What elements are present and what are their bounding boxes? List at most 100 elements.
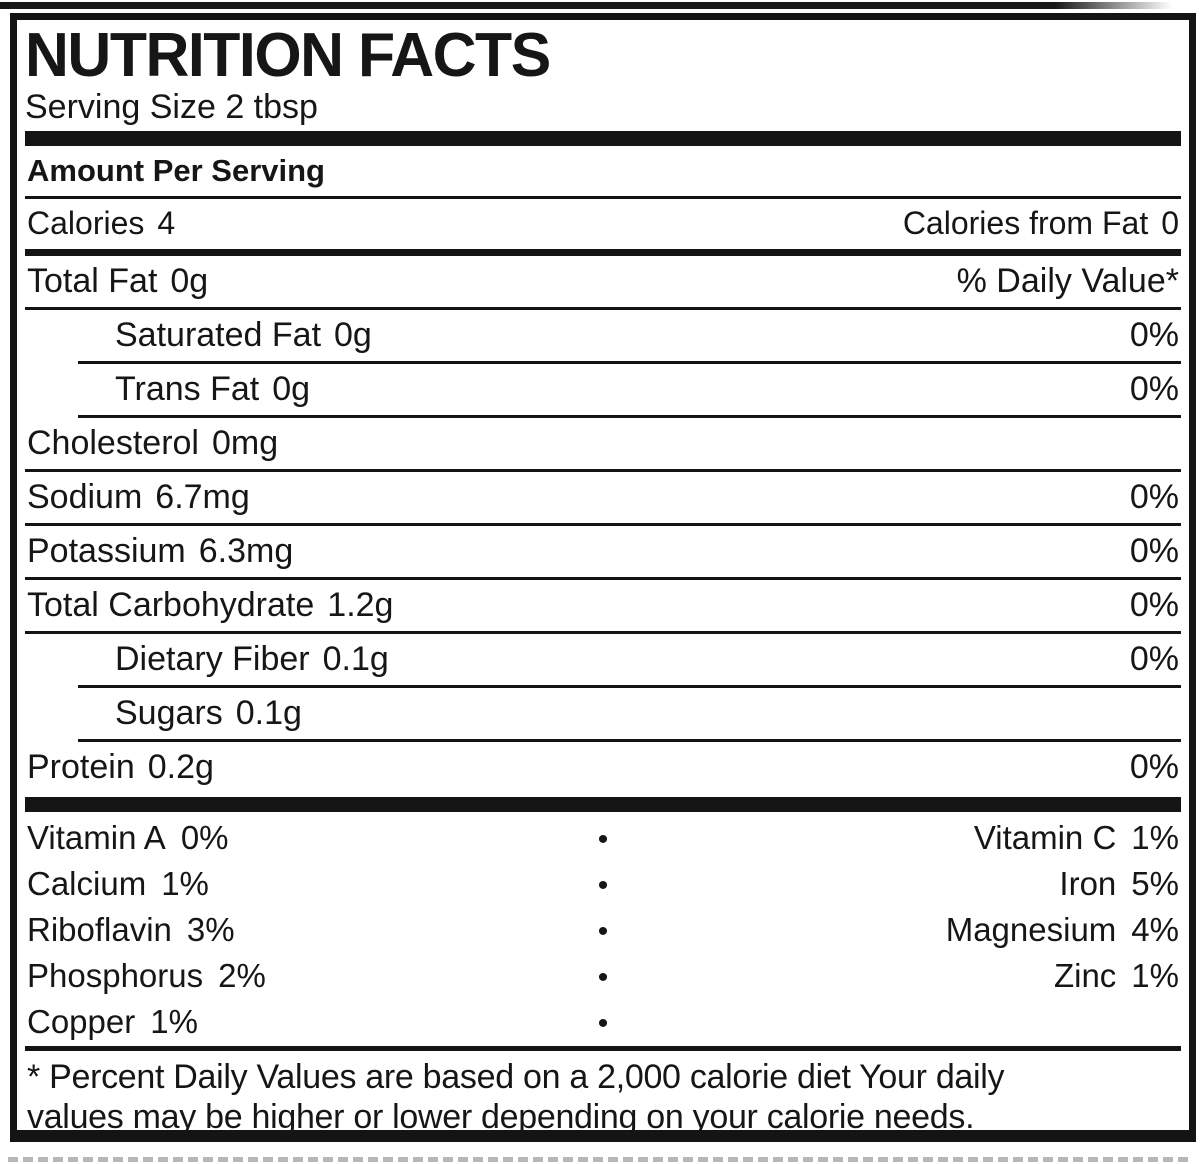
nutrient-amount: 0.1g [322,640,389,678]
bullet-separator: • [597,961,609,994]
nutrient-row-saturated-fat: Saturated Fat 0g 0% [25,310,1181,361]
divider-thin [25,469,1181,472]
nutrient-name: Total Carbohydrate 1.2g [27,588,393,622]
micronutrient-value: 1% [1131,957,1179,994]
nutrient-amount: 1.2g [327,586,394,624]
divider-footnote [25,1046,1181,1051]
calories-row: Calories 4 Calories from Fat 0 [25,199,1181,249]
divider-thin-indented [78,739,1181,742]
nutrient-amount: 0g [334,316,372,354]
nutrient-dv: 0% [1129,532,1179,570]
micronutrient-row: Vitamin A 0% • Vitamin C 1% [25,816,1181,862]
nutrient-name: Saturated Fat 0g [27,318,372,352]
micronutrient-row: Copper 1% • [25,1000,1181,1046]
micronutrient-value: 1% [161,865,209,902]
micronutrient-label: Magnesium [945,911,1117,948]
micronutrient-left: Phosphorus 2% [27,959,568,992]
nutrient-row-potassium: Potassium 6.3mg 0% [25,526,1181,577]
nutrient-name: Cholesterol 0mg [27,426,278,460]
micronutrient-label: Calcium [27,865,147,902]
footnote-line-1: * Percent Daily Values are based on a 2,… [27,1058,1005,1096]
nutrient-label: Sodium [27,478,143,516]
micronutrient-right: Zinc 1% [638,959,1179,992]
micronutrient-left: Calcium 1% [27,867,568,900]
serving-size: Serving Size 2 tbsp [25,88,318,126]
nutrient-label: Potassium [27,532,186,570]
divider-thin-indented [78,361,1181,364]
micronutrient-label: Vitamin C [973,819,1117,856]
micronutrient-value: 3% [186,911,235,948]
calories: Calories 4 [27,207,175,239]
nutrient-dv: 0% [1129,748,1179,786]
scan-artifact-bottom [8,1157,1188,1162]
scan-artifact-top [0,2,1172,9]
nutrient-amount: 0.1g [235,694,302,732]
footnote-line-2: values may be higher or lower depending … [27,1098,975,1137]
micronutrient-value: 0% [180,819,229,856]
nutrient-label: Total Carbohydrate [27,586,315,624]
divider-thin [25,196,1181,199]
micronutrient-row: Calcium 1% • Iron 5% [25,862,1181,908]
nutrient-name: Sodium 6.7mg [27,480,250,514]
micronutrient-left: Vitamin A 0% [27,821,568,854]
divider-thick-top [25,131,1181,146]
micronutrient-value: 1% [150,1003,198,1040]
nutrient-dv: 0% [1129,316,1179,354]
nutrient-row-total-fat: Total Fat 0g % Daily Value* [25,256,1181,307]
daily-value-footnote: * Percent Daily Values are based on a 2,… [25,1051,1181,1137]
nutrient-label: Protein [27,748,135,786]
divider-thin-indented [78,685,1181,688]
nutrition-facts-label: NUTRITION FACTS Serving Size 2 tbsp Amou… [10,13,1196,1142]
micronutrients-section: Vitamin A 0% • Vitamin C 1% Calcium 1% • Ir… [25,812,1181,1046]
divider-thin [25,577,1181,580]
micronutrient-right: Vitamin C 1% [638,821,1179,854]
micronutrient-label: Phosphorus [27,957,204,994]
micronutrient-left: Copper 1% [27,1005,568,1038]
micronutrient-value: 1% [1131,819,1179,856]
nutrient-dv: 0% [1129,478,1179,516]
daily-value-header: % Daily Value* [956,262,1179,300]
label-title: NUTRITION FACTS [25,21,551,90]
nutrient-name: Dietary Fiber 0.1g [27,642,389,676]
nutrient-dv: 0% [1129,640,1179,678]
nutrient-amount: 0mg [211,424,279,462]
calories-from-fat-label: Calories from Fat [902,205,1149,241]
micronutrient-label: Copper [27,1003,136,1040]
micronutrient-value: 4% [1131,911,1179,948]
divider-thick-bottom [25,797,1181,812]
calories-from-fat: Calories from Fat 0 [903,207,1179,239]
nutrient-amount: 6.7mg [155,478,250,516]
amount-per-serving-header: Amount Per Serving [27,153,325,188]
nutrient-amount: 0.2g [147,748,214,786]
nutrient-dv: 0% [1129,370,1179,408]
nutrient-row-protein: Protein 0.2g 0% [25,742,1181,793]
micronutrient-right: Iron 5% [638,867,1179,900]
micronutrient-label: Riboflavin [27,911,172,948]
nutrient-amount: 0g [170,262,209,300]
nutrient-row-sugars: Sugars 0.1g [25,688,1181,739]
nutrient-amount: 0g [272,370,311,408]
nutrient-row-cholesterol: Cholesterol 0mg [25,418,1181,469]
calories-from-fat-value: 0 [1161,205,1179,241]
micronutrient-row: Riboflavin 3% • Magnesium 4% [25,908,1181,954]
nutrient-label: Total Fat [27,262,158,300]
nutrient-label: Trans Fat [115,370,260,408]
nutrient-label: Saturated Fat [115,316,322,354]
micronutrient-value: 5% [1131,865,1179,902]
divider-thin [25,523,1181,526]
bullet-separator: • [597,869,609,902]
micronutrient-row: Phosphorus 2% • Zinc 1% [25,954,1181,1000]
micronutrient-label: Vitamin A [27,819,166,856]
nutrient-amount: 6.3mg [198,532,294,570]
divider-thin-indented [78,415,1181,418]
bullet-separator: • [597,823,609,856]
nutrient-row-sodium: Sodium 6.7mg 0% [25,472,1181,523]
calories-label: Calories [27,205,145,241]
nutrient-name: Sugars 0.1g [27,696,302,730]
nutrient-name: Total Fat 0g [27,264,208,298]
divider-thin [25,307,1181,310]
nutrient-label: Cholesterol [27,424,199,462]
nutrient-name: Potassium 6.3mg [27,534,293,568]
divider-medium [25,249,1181,256]
micronutrient-left: Riboflavin 3% [27,913,568,946]
